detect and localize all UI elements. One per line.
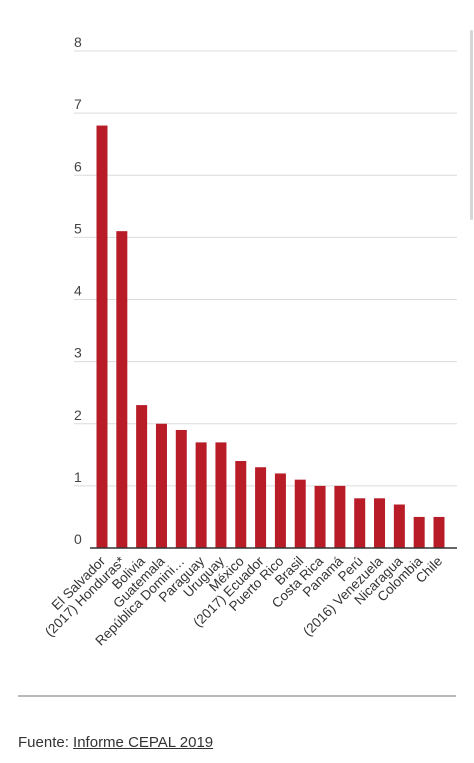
y-tick-label: 8 <box>74 34 82 50</box>
bars <box>96 125 445 549</box>
bar <box>413 516 425 548</box>
y-axis-ticks: 0 1 2 3 4 5 6 7 8 <box>74 34 82 547</box>
bar <box>215 442 227 548</box>
bar <box>235 461 247 548</box>
bar <box>314 485 326 548</box>
bar <box>195 442 207 548</box>
source-footer: Fuente: Informe CEPAL 2019 <box>18 734 213 751</box>
bar <box>175 429 187 548</box>
bar <box>255 467 267 548</box>
y-tick-label: 4 <box>74 283 82 299</box>
x-axis-labels: El Salvador(2017) Honduras*BoliviaGuatem… <box>42 553 445 648</box>
bar-chart: 0 1 2 3 4 5 6 7 8 El Salvador(2017) Honduras*Bol… <box>42 34 457 648</box>
bar <box>393 504 405 548</box>
bar <box>374 498 386 548</box>
footer-divider <box>18 695 456 697</box>
gridlines <box>74 50 457 487</box>
y-tick-label: 5 <box>74 220 82 236</box>
y-tick-label: 0 <box>74 531 82 547</box>
bar <box>294 479 306 548</box>
bar <box>116 231 128 548</box>
scrollbar[interactable] <box>470 30 473 220</box>
bar <box>155 423 167 548</box>
source-prefix: Fuente: <box>18 734 69 751</box>
source-link[interactable]: Informe CEPAL 2019 <box>73 734 214 751</box>
y-tick-label: 3 <box>74 345 82 361</box>
y-tick-label: 6 <box>74 158 82 174</box>
y-tick-label: 2 <box>74 407 82 423</box>
bar <box>96 125 108 549</box>
bar <box>136 405 148 548</box>
y-tick-label: 1 <box>74 469 82 485</box>
bar <box>334 485 346 548</box>
bar <box>274 473 286 548</box>
bar <box>354 498 366 548</box>
bar <box>433 516 445 548</box>
y-tick-label: 7 <box>74 96 82 112</box>
